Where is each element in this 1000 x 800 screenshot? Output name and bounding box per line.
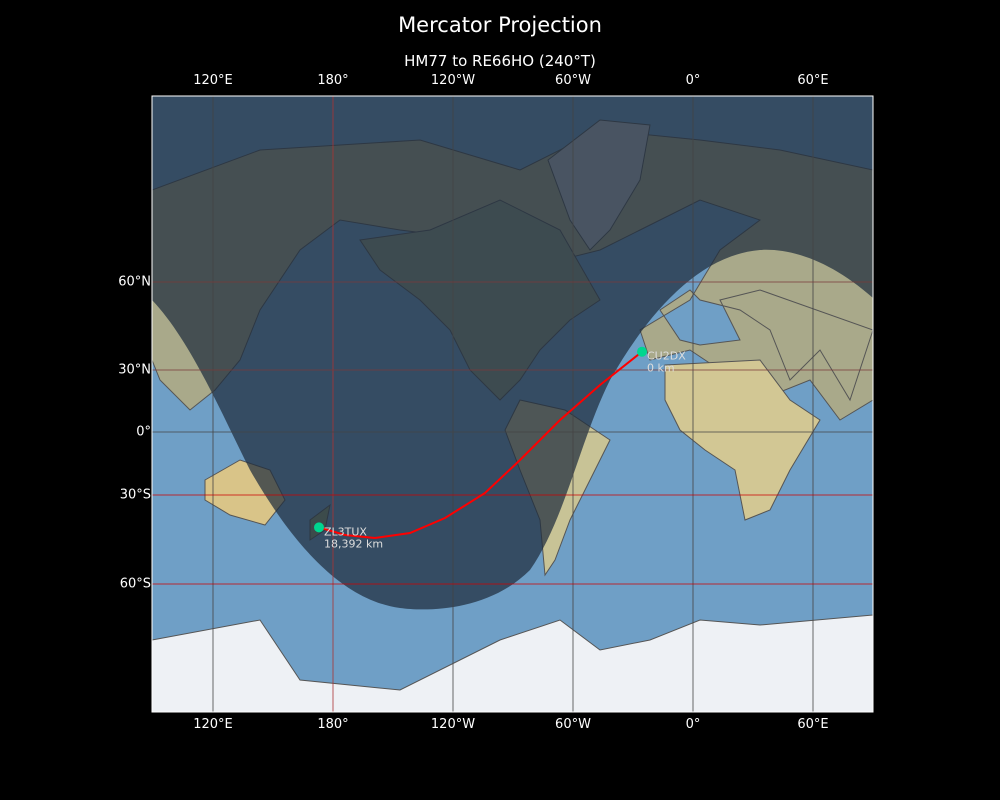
station-distance: 18,392 km [324, 537, 383, 550]
top-lon-tick: 60°W [555, 73, 591, 88]
map-title: Mercator Projection [398, 13, 602, 37]
top-lon-tick: 60°E [797, 73, 829, 88]
lat-tick: 60°N [118, 274, 151, 290]
top-lon-tick: 180° [317, 73, 349, 88]
bottom-lon-tick: 120°W [430, 717, 476, 732]
station-callsign: CU2DX [647, 350, 686, 363]
top-lon-tick: 120°W [430, 73, 476, 88]
lat-tick: 60°S [119, 576, 151, 592]
station-callsign: ZL3TUX [324, 525, 367, 538]
bottom-lon-tick: 60°E [797, 717, 829, 732]
lat-tick: 30°N [118, 362, 151, 378]
station-marker[interactable] [637, 346, 647, 357]
station-distance: 0 km [647, 362, 675, 375]
graticule [152, 96, 873, 712]
top-lon-tick: 120°E [193, 73, 233, 88]
lat-tick: 30°S [119, 487, 151, 503]
great-circle-path [318, 350, 643, 540]
bottom-lon-tick: 180° [317, 717, 349, 732]
map-subtitle: HM77 to RE66HO (240°T) [404, 52, 596, 70]
top-lon-tick: 0° [685, 73, 701, 88]
map-frame [151, 95, 874, 713]
bottom-lon-tick: 60°W [555, 717, 591, 732]
bottom-lon-tick: 0° [685, 717, 701, 732]
station-marker[interactable] [314, 522, 324, 533]
lat-tick: 0° [136, 424, 151, 440]
bottom-lon-tick: 120°E [193, 717, 233, 732]
